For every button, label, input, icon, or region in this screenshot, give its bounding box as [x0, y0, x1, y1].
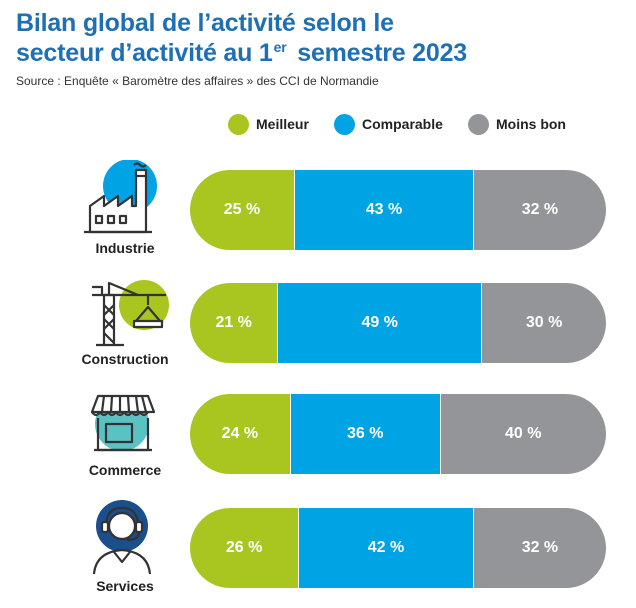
chart-row-services: Services 26 % 42 % 32 % — [0, 500, 636, 608]
data-label-services-moins-bon: 32 % — [521, 539, 559, 556]
data-label-services-comparable: 42 % — [367, 539, 405, 556]
legend-label-comparable: Comparable — [362, 116, 443, 132]
bar-segment-services-meilleur: 26 % — [190, 508, 299, 588]
bar-segment-commerce-moins-bon: 40 % — [439, 394, 606, 474]
bar-segment-industrie-comparable: 43 % — [294, 170, 473, 250]
crane-icon — [78, 273, 174, 353]
data-label-services-meilleur: 26 % — [225, 539, 263, 556]
data-label-industrie-comparable: 43 % — [365, 201, 403, 218]
legend-item-meilleur: Meilleur — [228, 112, 309, 136]
chart-title-line2-pre: secteur d’activité au 1 — [16, 39, 273, 67]
chart-title-superscript: er — [273, 39, 287, 55]
legend-label-moins-bon: Moins bon — [496, 116, 566, 132]
data-label-industrie-meilleur: 25 % — [223, 201, 261, 218]
chart-row-commerce: Commerce 24 % 36 % 40 % — [0, 392, 636, 502]
legend-item-moins-bon: Moins bon — [468, 112, 566, 136]
chart-title-line2: secteur d’activité au 1er semestre 2023 — [16, 38, 616, 68]
legend-swatch-meilleur — [228, 113, 249, 135]
category-label-services: Services — [96, 578, 154, 594]
category-label-commerce: Commerce — [88, 462, 162, 478]
bar-segment-services-comparable: 42 % — [298, 508, 473, 588]
bar-segment-construction-moins-bon: 30 % — [481, 283, 606, 363]
data-label-construction-comparable: 49 % — [361, 314, 398, 331]
bar-segment-services-moins-bon: 32 % — [472, 508, 606, 588]
stacked-bar-commerce: 24 % 36 % 40 % — [190, 394, 606, 474]
shop-icon — [78, 384, 174, 464]
factory-icon — [78, 160, 174, 240]
bar-segment-industrie-moins-bon: 32 % — [472, 170, 606, 250]
bar-segment-construction-meilleur: 21 % — [190, 283, 278, 363]
legend-swatch-comparable — [334, 113, 355, 135]
bar-segment-commerce-meilleur: 24 % — [190, 394, 290, 474]
legend-item-comparable: Comparable — [334, 112, 443, 136]
chart-title-line1: Bilan global de l’activité selon le — [16, 9, 394, 37]
stacked-bar-services: 26 % 42 % 32 % — [190, 508, 606, 588]
category-label-industrie: Industrie — [95, 240, 155, 256]
stacked-bar-construction: 21 % 49 % 30 % — [190, 283, 606, 363]
legend-swatch-moins-bon — [468, 113, 489, 135]
data-label-industrie-moins-bon: 32 % — [521, 201, 559, 218]
chart-row-construction: Construction 21 % 49 % 30 % — [0, 280, 636, 391]
legend-label-meilleur: Meilleur — [256, 116, 309, 132]
data-label-construction-moins-bon: 30 % — [525, 314, 563, 331]
bar-segment-construction-comparable: 49 % — [277, 283, 482, 363]
stacked-bar-industrie: 25 % 43 % 32 % — [190, 170, 606, 250]
chart-row-industrie: Industrie 25 % 43 % 32 % — [0, 160, 636, 278]
chart-source: Source : Enquête « Baromètre des affaire… — [16, 74, 379, 88]
chart-title: Bilan global de l’activité selon le sect… — [16, 8, 616, 68]
bar-segment-commerce-comparable: 36 % — [289, 394, 440, 474]
data-label-commerce-meilleur: 24 % — [221, 425, 259, 442]
chart-title-line2-post: semestre 2023 — [297, 39, 467, 67]
category-label-construction: Construction — [81, 351, 169, 367]
headset-icon — [78, 498, 174, 578]
bar-segment-industrie-meilleur: 25 % — [190, 170, 294, 250]
data-label-commerce-comparable: 36 % — [346, 425, 384, 442]
data-label-commerce-moins-bon: 40 % — [505, 425, 542, 442]
data-label-construction-meilleur: 21 % — [215, 314, 252, 331]
